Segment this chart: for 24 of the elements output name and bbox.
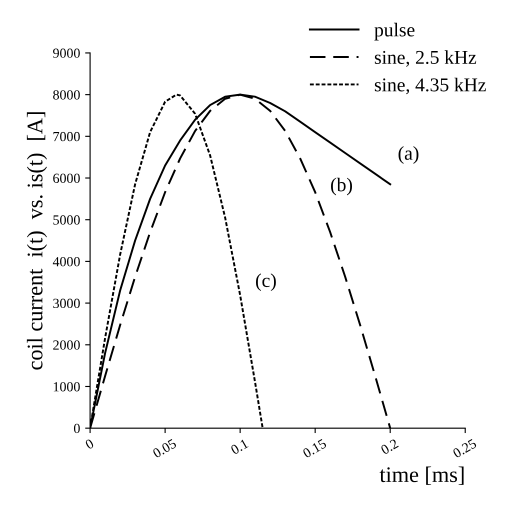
x-tick-label: 0.05 bbox=[152, 438, 177, 458]
legend-label: pulse bbox=[374, 22, 414, 40]
legend-label: sine, 4.35 kHz bbox=[374, 78, 486, 94]
x-tick-label: 0 bbox=[84, 438, 94, 450]
y-tick-label: 1000 bbox=[54, 382, 80, 392]
x-tick-label: 0.25 bbox=[452, 438, 478, 458]
y-tick-label: 8000 bbox=[53, 90, 80, 100]
x-tick-label: 0.1 bbox=[230, 438, 249, 455]
legend-label: sine, 2.5 kHz bbox=[374, 50, 476, 67]
y-tick-label: 7000 bbox=[54, 132, 80, 142]
y-tick-label: 2000 bbox=[53, 340, 80, 350]
annotation: (b) bbox=[331, 178, 352, 196]
y-tick-label: 5000 bbox=[53, 215, 80, 225]
y-tick-label: 9000 bbox=[53, 48, 80, 58]
annotation: (c) bbox=[256, 273, 276, 292]
y-tick-label: 3000 bbox=[53, 298, 80, 308]
y-tick-label: 6000 bbox=[53, 174, 80, 183]
x-axis-title: time [ms] bbox=[380, 466, 464, 485]
x-tick-label: 0.2 bbox=[380, 438, 399, 455]
x-tick-label: 0.15 bbox=[302, 438, 327, 458]
y-tick-label: 4000 bbox=[52, 256, 80, 266]
annotation: (a) bbox=[398, 146, 418, 164]
y-axis-title: coil current i(t) vs. is(t) [A] bbox=[26, 112, 48, 370]
y-tick-label: 0 bbox=[74, 424, 80, 434]
